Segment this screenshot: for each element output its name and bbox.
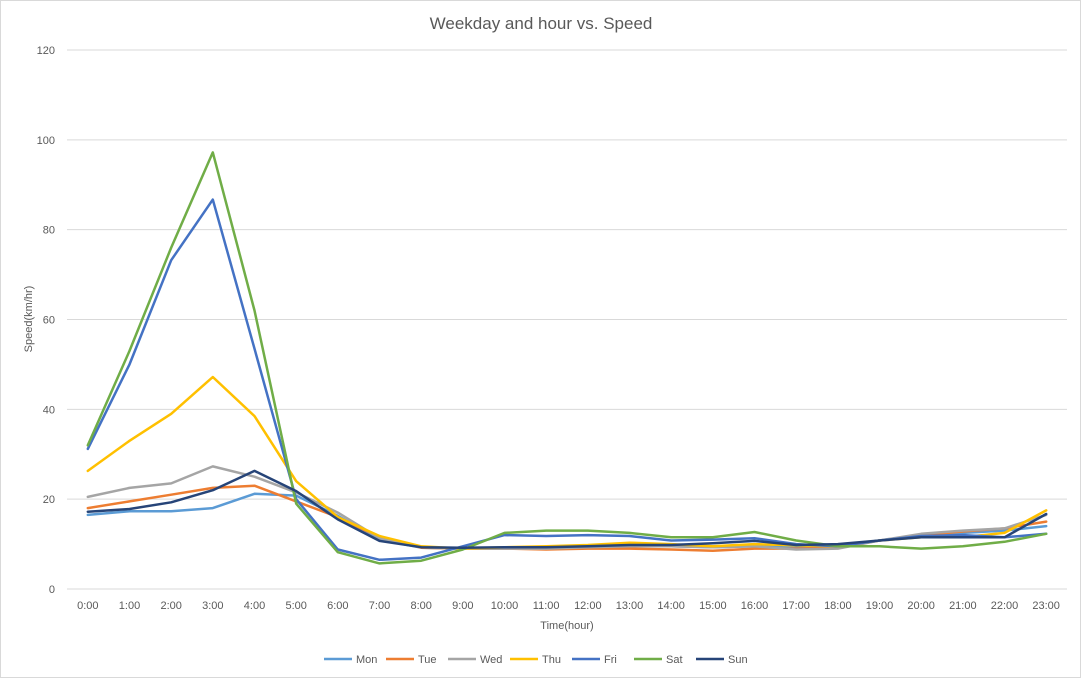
x-tick-label: 21:00 [949,600,977,612]
y-tick-label: 80 [43,225,55,237]
y-axis-title: Speed(km/hr) [23,286,35,353]
legend-label: Sat [666,654,683,666]
x-tick-label: 6:00 [327,600,348,612]
x-tick-label: 11:00 [533,600,560,612]
x-tick-label: 16:00 [741,600,769,612]
x-tick-label: 17:00 [782,600,810,612]
legend-item-sat: Sat [634,654,683,666]
x-tick-label: 7:00 [369,600,390,612]
legend-item-tue: Tue [386,654,437,666]
x-tick-label: 19:00 [866,600,894,612]
series-lines [86,151,1048,565]
x-tick-label: 5:00 [285,600,306,612]
y-tick-label: 60 [43,315,55,327]
legend-label: Fri [604,654,617,666]
legend-label: Wed [480,654,502,666]
x-tick-label: 13:00 [616,600,644,612]
x-tick-label: 20:00 [907,600,935,612]
series-line-fri [86,198,1048,562]
x-tick-label: 2:00 [160,600,181,612]
y-tick-label: 0 [49,584,55,596]
legend-item-sun: Sun [696,654,748,666]
x-tick-label: 8:00 [410,600,431,612]
legend-label: Tue [418,654,437,666]
series-line-tue [86,484,1048,553]
x-tick-label: 1:00 [119,600,140,612]
x-tick-label: 3:00 [202,600,223,612]
x-tick-label: 22:00 [991,600,1019,612]
chart-title: Weekday and hour vs. Speed [430,14,653,33]
y-tick-label: 40 [43,404,55,416]
x-axis-ticks: 0:00 1:00 2:00 3:00 4:00 5:00 6:00 7:00 8:00 9:00… [77,600,1060,612]
x-tick-label: 4:00 [244,600,265,612]
series-line-sat [86,151,1048,565]
y-tick-label: 20 [43,494,55,506]
gridlines [67,49,1067,590]
x-tick-label: 15:00 [699,600,727,612]
x-tick-label: 9:00 [452,600,473,612]
x-tick-label: 23:00 [1032,600,1060,612]
x-tick-label: 14:00 [657,600,685,612]
legend-label: Thu [542,654,561,666]
x-tick-label: 18:00 [824,600,852,612]
x-tick-label: 10:00 [491,600,519,612]
y-axis-ticks: 0 20 40 60 80 100 120 [37,45,55,596]
legend-label: Sun [728,654,748,666]
series-line-thu [86,375,1048,550]
legend: Mon Tue Wed Thu Fri Sat Sun [324,654,748,666]
legend-item-thu: Thu [510,654,561,666]
x-tick-label: 12:00 [574,600,602,612]
legend-item-fri: Fri [572,654,617,666]
y-tick-label: 120 [37,45,55,57]
series-line-mon [86,492,1048,550]
y-tick-label: 100 [37,135,55,147]
x-tick-label: 0:00 [77,600,98,612]
series-line-sun [86,469,1048,549]
x-axis-title: Time(hour) [540,620,593,632]
legend-item-mon: Mon [324,654,377,666]
legend-item-wed: Wed [448,654,502,666]
legend-label: Mon [356,654,377,666]
